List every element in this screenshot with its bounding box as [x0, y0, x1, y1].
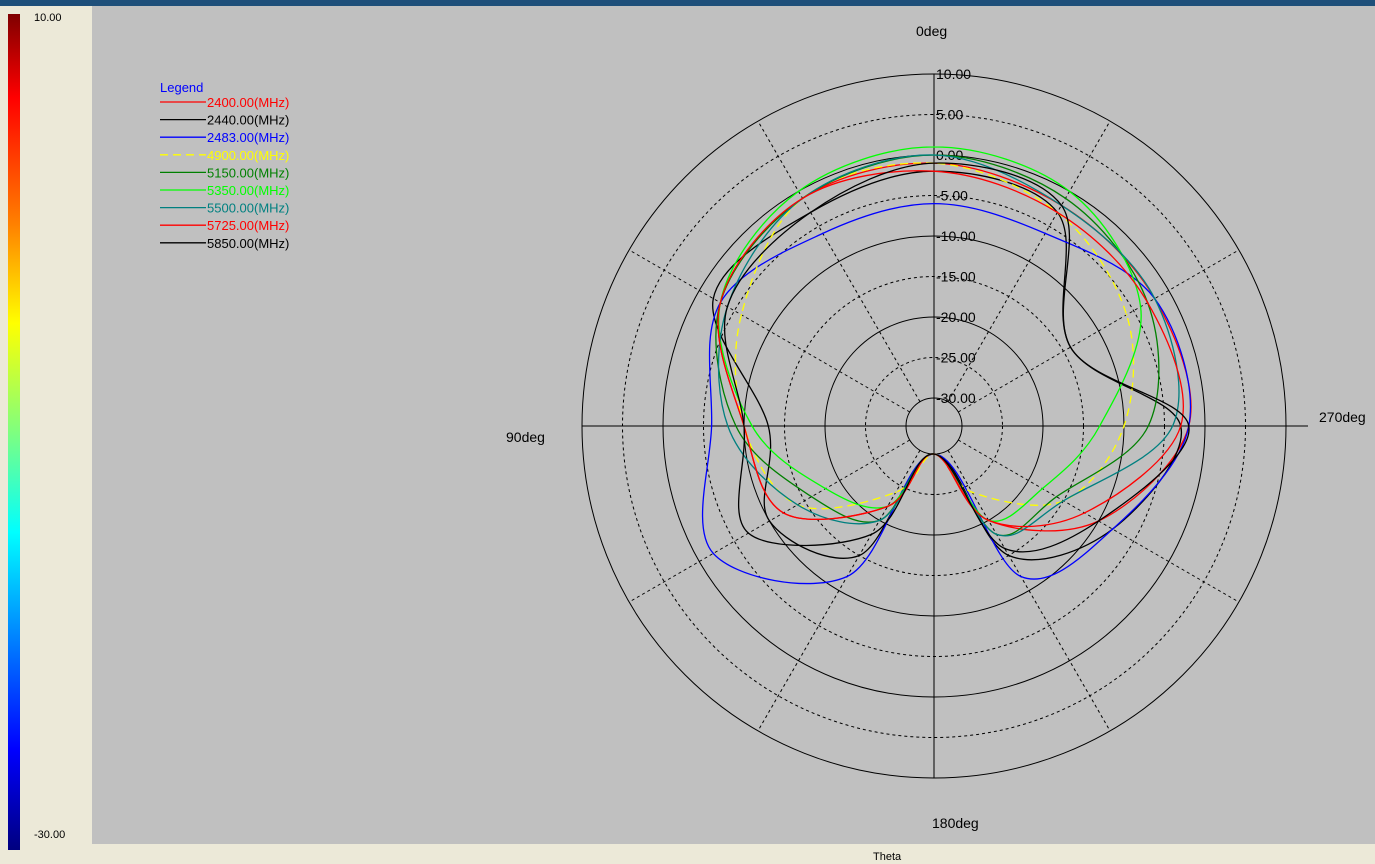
legend-entry: 2483.00(MHz) [207, 130, 289, 145]
data-point [768, 520, 771, 522]
data-point [1171, 425, 1174, 427]
colorbar-min-label: -30.00 [34, 829, 66, 841]
data-point [987, 519, 990, 522]
data-point [1146, 301, 1149, 304]
data-point [747, 532, 750, 534]
radial-tick-label: 10.00 [936, 66, 971, 82]
legend-entry: 2400.00(MHz) [207, 95, 289, 110]
data-point [886, 505, 889, 508]
angle-label: 270deg [1319, 409, 1366, 425]
data-point [797, 190, 800, 193]
angle-label: 180deg [932, 815, 979, 831]
data-point [809, 211, 812, 214]
data-point [1062, 499, 1065, 502]
data-point [933, 170, 935, 172]
data-point [846, 575, 848, 578]
data-point [870, 533, 873, 536]
grid-spoke [957, 249, 1240, 413]
data-point [933, 154, 935, 156]
radial-tick-label: -25.00 [936, 350, 976, 366]
legend-entry: 2440.00(MHz) [207, 113, 289, 128]
data-point [726, 305, 729, 308]
data-point [810, 495, 813, 498]
data-point [1064, 197, 1067, 200]
data-point [1068, 190, 1071, 193]
data-point [933, 453, 935, 455]
data-point [743, 425, 745, 427]
data-point [1147, 425, 1150, 427]
data-point [894, 491, 897, 494]
data-point [1111, 528, 1114, 530]
data-point [1055, 495, 1058, 498]
data-point [796, 504, 799, 506]
radial-tick-label: -30.00 [936, 390, 976, 406]
grid-spoke [947, 120, 1111, 403]
angle-label: 0deg [916, 23, 947, 39]
radial-tick-label: -20.00 [936, 309, 976, 325]
colorbar-panel: 10.00 -30.00 [0, 6, 92, 850]
data-point [1123, 425, 1125, 427]
data-point [1020, 575, 1022, 578]
data-point [735, 425, 737, 427]
legend-entry: 5725.00(MHz) [207, 218, 289, 233]
legend-entry: 5150.00(MHz) [207, 165, 289, 180]
data-point [710, 425, 713, 427]
grid-spoke [947, 449, 1111, 732]
data-point [824, 487, 827, 490]
bottom-strip [92, 844, 1375, 864]
data-point [933, 202, 935, 205]
data-point [1139, 305, 1142, 308]
data-point [801, 197, 804, 200]
data-point [712, 552, 715, 555]
data-point [933, 146, 935, 148]
colorbar-max-label: 10.00 [34, 12, 62, 24]
radial-tick-label: -15.00 [936, 269, 976, 285]
data-point [1041, 487, 1044, 490]
data-point [1060, 204, 1063, 207]
radial-tick-label: 5.00 [936, 107, 963, 123]
legend-entry: 5350.00(MHz) [207, 183, 289, 198]
data-point [933, 162, 935, 164]
radial-tick-label: -5.00 [936, 188, 968, 204]
data-point [1044, 232, 1046, 235]
data-point [1056, 211, 1059, 214]
data-point [1179, 425, 1182, 427]
radial-tick-label: 0.00 [936, 147, 963, 163]
data-point [878, 519, 881, 522]
grid-spoke [628, 249, 911, 413]
data-point [1003, 547, 1006, 550]
data-point [719, 301, 722, 304]
data-point [727, 425, 729, 427]
data-point [1069, 346, 1072, 349]
data-point [740, 314, 743, 316]
window-top-border [0, 0, 1375, 6]
legend-entry: 4900.00(MHz) [207, 148, 289, 163]
data-point [971, 491, 974, 494]
data-point [712, 297, 715, 300]
data-point [767, 425, 770, 427]
radial-tick-label: -10.00 [936, 228, 976, 244]
data-point [751, 425, 753, 427]
legend-entry: 5850.00(MHz) [207, 236, 289, 251]
data-point [1007, 554, 1010, 557]
data-point [822, 232, 824, 235]
data-point [1097, 520, 1100, 522]
grid-spoke [757, 449, 921, 732]
data-point [995, 533, 998, 536]
grid-spoke [757, 120, 921, 403]
data-point [782, 512, 785, 514]
data-point [1153, 297, 1156, 300]
color-scale-bar [8, 14, 20, 850]
plot-area [92, 6, 1375, 844]
legend-title: Legend [160, 80, 203, 95]
angle-label: 90deg [506, 429, 545, 445]
data-point [1098, 425, 1101, 427]
theta-axis-label: Theta [873, 851, 902, 863]
data-point [1125, 314, 1128, 316]
data-point [1188, 425, 1190, 427]
legend-entry: 5500.00(MHz) [207, 201, 289, 216]
data-point [1083, 512, 1086, 514]
data-point [858, 554, 861, 557]
